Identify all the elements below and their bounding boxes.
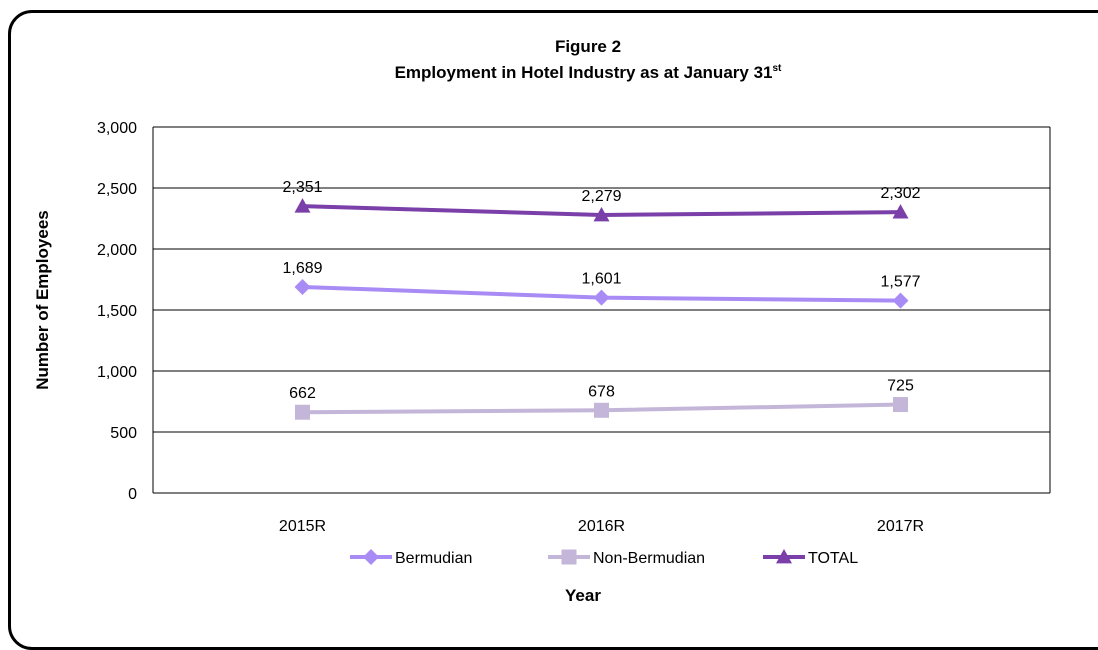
x-tick-label: 2017R bbox=[877, 518, 924, 535]
x-tick-label: 2015R bbox=[279, 518, 326, 535]
legend-label-total: TOTAL bbox=[808, 550, 858, 567]
legend-label-non-bermudian: Non-Bermudian bbox=[593, 550, 705, 567]
data-label-non-bermudian: 678 bbox=[588, 383, 615, 400]
data-label-bermudian: 1,689 bbox=[282, 260, 322, 277]
y-tick-label: 1,500 bbox=[97, 303, 137, 320]
chart-subtitle-text: Employment in Hotel Industry as at Janua… bbox=[395, 63, 773, 82]
x-tick-label: 2016R bbox=[578, 518, 625, 535]
chart-frame bbox=[8, 10, 1098, 650]
data-label-bermudian: 1,577 bbox=[880, 274, 920, 291]
data-point-total bbox=[294, 198, 311, 213]
legend-label-bermudian: Bermudian bbox=[395, 550, 472, 567]
data-label-total: 2,302 bbox=[880, 185, 920, 202]
y-axis-ticks: 0 500 1,000 1,500 2,000 2,500 3,000 bbox=[97, 120, 137, 503]
data-point-non-bermudian bbox=[893, 397, 908, 413]
y-tick-label: 2,500 bbox=[97, 181, 137, 198]
data-point-total bbox=[892, 204, 909, 219]
chart-subtitle-superscript: st bbox=[772, 63, 782, 74]
data-labels: 1,689 1,601 1,577 662 678 725 2,351 2,279 2,302 bbox=[282, 179, 920, 402]
x-axis-ticks: 2015R 2016R 2017R bbox=[279, 518, 924, 535]
x-axis-label: Year bbox=[565, 586, 601, 605]
data-label-non-bermudian: 725 bbox=[887, 378, 914, 395]
legend-marker-non-bermudian bbox=[561, 549, 577, 565]
y-tick-label: 500 bbox=[110, 425, 137, 442]
legend: Bermudian Non-Bermudian TOTAL bbox=[350, 549, 858, 567]
data-point-bermudian bbox=[294, 278, 311, 295]
line-chart: Figure 2 Employment in Hotel Industry as… bbox=[33, 37, 1051, 605]
chart-subtitle: Employment in Hotel Industry as at Janua… bbox=[395, 63, 782, 82]
data-label-non-bermudian: 662 bbox=[289, 385, 316, 402]
y-tick-label: 3,000 bbox=[97, 120, 137, 137]
y-axis-label: Number of Employees bbox=[33, 210, 52, 390]
data-point-non-bermudian bbox=[594, 402, 609, 418]
series-group bbox=[294, 198, 909, 420]
chart-title: Figure 2 bbox=[555, 37, 621, 56]
y-tick-label: 1,000 bbox=[97, 364, 137, 381]
data-label-bermudian: 1,601 bbox=[581, 271, 621, 288]
data-point-non-bermudian bbox=[295, 404, 310, 420]
data-label-total: 2,279 bbox=[581, 188, 621, 205]
data-point-total bbox=[593, 206, 610, 222]
legend-marker-bermudian bbox=[363, 549, 379, 565]
gridlines bbox=[152, 126, 1051, 494]
y-tick-label: 0 bbox=[128, 486, 137, 503]
data-label-total: 2,351 bbox=[282, 179, 322, 196]
data-point-bermudian bbox=[593, 289, 610, 306]
y-tick-label: 2,000 bbox=[97, 242, 137, 259]
data-point-bermudian bbox=[892, 292, 909, 309]
legend-marker-total bbox=[776, 549, 792, 564]
